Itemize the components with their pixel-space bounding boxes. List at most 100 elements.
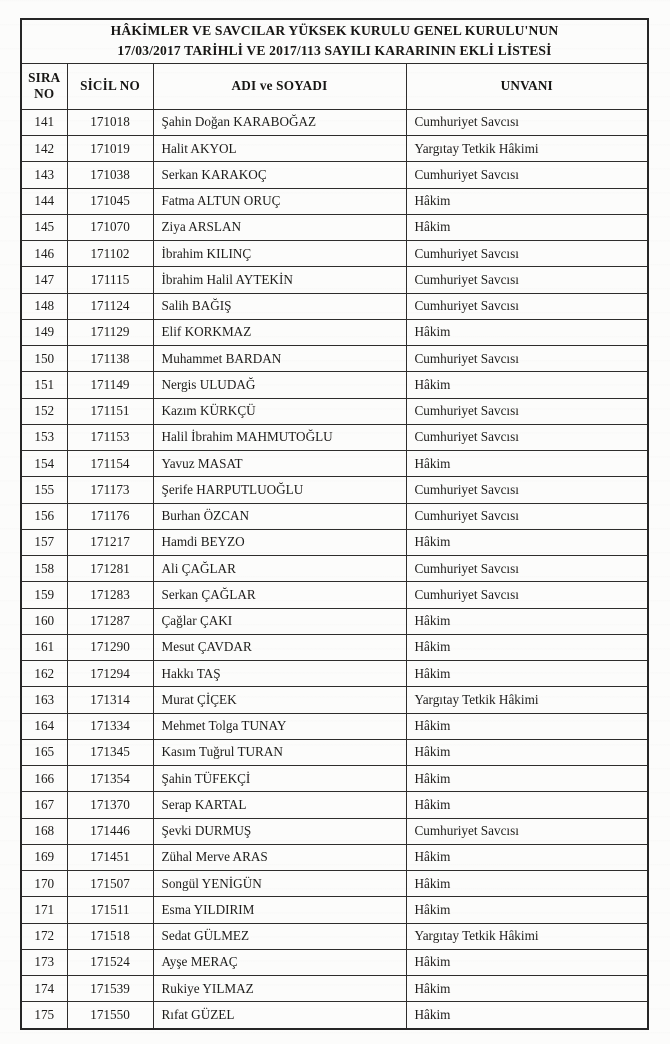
unvan-cell: Hâkim [405, 791, 649, 819]
name-cell: Rıfat GÜZEL [152, 1001, 407, 1030]
sira-no-cell: 163 [20, 686, 68, 714]
unvan-cell: Hâkim [405, 528, 649, 557]
table-row: 147 171115 İbrahim Halil AYTEKİN Cumhuriyet… [20, 266, 649, 294]
unvan-cell: Hâkim [405, 607, 649, 635]
name-cell: Ziya ARSLAN [152, 213, 407, 242]
table-row: 161 171290 Mesut ÇAVDAR Hâkim [20, 633, 649, 662]
column-header-sicil-no: SİCİL NO [66, 62, 154, 110]
sira-no-cell: 142 [20, 135, 68, 163]
name-cell: Şevki DURMUŞ [152, 817, 407, 845]
table-row: 171 171511 Esma YILDIRIM Hâkim [20, 896, 649, 924]
sira-no-cell: 150 [20, 345, 68, 373]
sira-no-cell: 157 [20, 528, 68, 557]
sicil-no-cell: 171154 [66, 450, 154, 478]
sicil-no-cell: 171151 [66, 397, 154, 425]
name-cell: Ayşe MERAÇ [152, 948, 407, 977]
table-row: 142 171019 Halit AKYOL Yargıtay Tetkik Hâki… [20, 135, 649, 163]
column-header-sira-no: SIRA NO [20, 62, 68, 110]
document-title-line2: 17/03/2017 TARİHLİ VE 2017/113 SAYILI KA… [117, 43, 552, 59]
sicil-no-cell: 171102 [66, 240, 154, 268]
sira-no-cell: 175 [20, 1001, 68, 1030]
unvan-cell: Cumhuriyet Savcısı [405, 476, 649, 504]
table-row: 175 171550 Rıfat GÜZEL Hâkim [20, 1001, 649, 1030]
table-row: 150 171138 Muhammet BARDAN Cumhuriyet Savcı… [20, 345, 649, 373]
sira-no-cell: 169 [20, 843, 68, 872]
sicil-no-cell: 171153 [66, 423, 154, 452]
unvan-cell: Cumhuriyet Savcısı [405, 502, 649, 530]
name-cell: Mesut ÇAVDAR [152, 633, 407, 662]
sicil-no-cell: 171038 [66, 161, 154, 189]
unvan-cell: Hâkim [405, 896, 649, 924]
name-cell: Ali ÇAĞLAR [152, 555, 407, 583]
name-cell: Çağlar ÇAKI [152, 607, 407, 635]
sicil-no-cell: 171129 [66, 318, 154, 347]
sicil-no-cell: 171446 [66, 817, 154, 845]
sicil-no-cell: 171539 [66, 975, 154, 1003]
table-row: 172 171518 Sedat GÜLMEZ Yargıtay Tetkik Hâk… [20, 922, 649, 950]
name-cell: Murat ÇİÇEK [152, 686, 407, 714]
sira-no-cell: 170 [20, 870, 68, 898]
sicil-no-cell: 171045 [66, 187, 154, 215]
name-cell: Elif KORKMAZ [152, 318, 407, 347]
sicil-no-cell: 171149 [66, 371, 154, 399]
sira-no-cell: 141 [20, 108, 68, 137]
table-row: 166 171354 Şahin TÜFEKÇİ Hâkim [20, 765, 649, 793]
table-row: 173 171524 Ayşe MERAÇ Hâkim [20, 948, 649, 977]
sicil-no-cell: 171334 [66, 712, 154, 740]
sicil-no-cell: 171524 [66, 948, 154, 977]
table-row: 159 171283 Serkan ÇAĞLAR Cumhuriyet Savcısı [20, 581, 649, 609]
sira-no-cell: 148 [20, 292, 68, 320]
sicil-no-cell: 171115 [66, 266, 154, 294]
table-row: 156 171176 Burhan ÖZCAN Cumhuriyet Savcısı [20, 502, 649, 530]
unvan-cell: Hâkim [405, 1001, 649, 1030]
table-body: 141 171018 Şahin Doğan KARABOĞAZ Cumhuriyet… [20, 108, 649, 1030]
unvan-cell: Cumhuriyet Savcısı [405, 240, 649, 268]
name-cell: Mehmet Tolga TUNAY [152, 712, 407, 740]
name-cell: Muhammet BARDAN [152, 345, 407, 373]
name-cell: Rukiye YILMAZ [152, 975, 407, 1003]
name-cell: Yavuz MASAT [152, 450, 407, 478]
unvan-cell: Hâkim [405, 633, 649, 662]
table-row: 168 171446 Şevki DURMUŞ Cumhuriyet Savcısı [20, 817, 649, 845]
name-cell: Salih BAĞIŞ [152, 292, 407, 320]
sira-no-cell: 155 [20, 476, 68, 504]
sicil-no-cell: 171281 [66, 555, 154, 583]
sira-no-cell: 152 [20, 397, 68, 425]
unvan-cell: Cumhuriyet Savcısı [405, 292, 649, 320]
sira-no-cell: 174 [20, 975, 68, 1003]
table-row: 157 171217 Hamdi BEYZO Hâkim [20, 528, 649, 557]
unvan-cell: Cumhuriyet Savcısı [405, 108, 649, 137]
unvan-cell: Yargıtay Tetkik Hâkimi [405, 135, 649, 163]
table-row: 163 171314 Murat ÇİÇEK Yargıtay Tetkik Hâki… [20, 686, 649, 714]
unvan-cell: Cumhuriyet Savcısı [405, 423, 649, 452]
decision-list-table: HÂKİMLER VE SAVCILAR YÜKSEK KURULU GENEL… [20, 18, 650, 1030]
sira-no-cell: 165 [20, 738, 68, 767]
name-cell: Zühal Merve ARAS [152, 843, 407, 872]
name-cell: Şerife HARPUTLUOĞLU [152, 476, 407, 504]
table-row: 162 171294 Hakkı TAŞ Hâkim [20, 660, 649, 688]
table-row: 145 171070 Ziya ARSLAN Hâkim [20, 213, 649, 242]
title-row: HÂKİMLER VE SAVCILAR YÜKSEK KURULU GENEL… [20, 18, 649, 64]
column-header-unvani: UNVANI [405, 62, 649, 110]
table-row: 158 171281 Ali ÇAĞLAR Cumhuriyet Savcısı [20, 555, 649, 583]
unvan-cell: Hâkim [405, 371, 649, 399]
sira-no-cell: 147 [20, 266, 68, 294]
unvan-cell: Hâkim [405, 450, 649, 478]
table-row: 160 171287 Çağlar ÇAKI Hâkim [20, 607, 649, 635]
name-cell: Serap KARTAL [152, 791, 407, 819]
sicil-no-cell: 171283 [66, 581, 154, 609]
table-row: 170 171507 Songül YENİGÜN Hâkim [20, 870, 649, 898]
sira-no-cell: 154 [20, 450, 68, 478]
sira-no-cell: 145 [20, 213, 68, 242]
sira-no-cell: 158 [20, 555, 68, 583]
unvan-cell: Hâkim [405, 318, 649, 347]
column-header-adi-ve-soyadi: ADI ve SOYADI [152, 62, 407, 110]
sicil-no-cell: 171370 [66, 791, 154, 819]
unvan-cell: Hâkim [405, 712, 649, 740]
table-row: 169 171451 Zühal Merve ARAS Hâkim [20, 843, 649, 872]
table-row: 151 171149 Nergis ULUDAĞ Hâkim [20, 371, 649, 399]
name-cell: Halil İbrahim MAHMUTOĞLU [152, 423, 407, 452]
table-row: 144 171045 Fatma ALTUN ORUÇ Hâkim [20, 187, 649, 215]
sicil-no-cell: 171287 [66, 607, 154, 635]
table-row: 167 171370 Serap KARTAL Hâkim [20, 791, 649, 819]
